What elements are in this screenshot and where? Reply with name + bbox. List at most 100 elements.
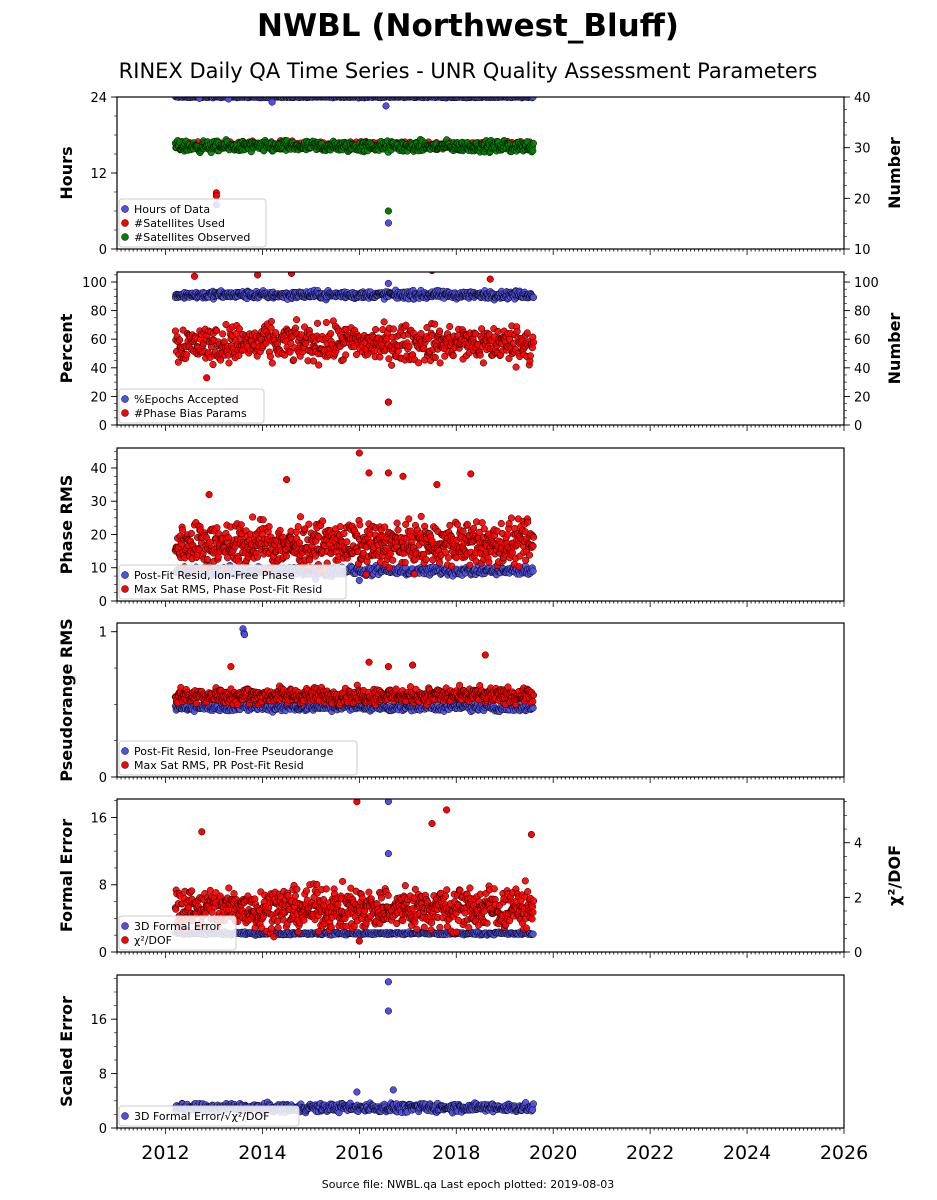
data-point [513,327,521,335]
figure-title: NWBL (Northwest_Bluff) [257,8,679,44]
data-point [267,317,275,326]
outlier-point [382,102,390,110]
data-point [249,513,257,521]
legend-marker [121,409,129,417]
y-tick-label: 20 [90,390,107,405]
y-axis-label: Phase RMS [57,475,76,575]
legend-marker [121,205,129,213]
outlier-point [355,449,363,457]
outlier-point [467,470,475,478]
data-point [515,563,523,571]
outlier-point [365,469,373,477]
legend-marker [121,571,129,579]
data-point [372,325,380,334]
data-point [178,526,187,534]
data-point [422,555,430,564]
data-point [405,515,413,523]
data-point [494,327,502,335]
data-point [480,525,488,533]
data-point [385,564,394,572]
data-point [313,319,322,327]
data-point [444,554,452,562]
data-point [209,360,217,369]
y2-tick-label: 0 [854,419,862,434]
outlier-point [195,97,203,102]
data-point [213,524,221,532]
outlier-point [384,469,392,477]
outlier-point [399,472,407,480]
data-point [235,558,243,566]
data-point [380,318,388,326]
data-point [405,342,413,351]
data-point [485,558,493,566]
y2-tick-label: 20 [854,192,871,207]
outlier-point [224,97,233,103]
data-point [253,553,261,561]
data-point [448,562,456,570]
outlier-point [205,491,213,499]
data-point [410,570,418,578]
outlier-point [212,192,220,200]
data-point [505,354,513,363]
data-point [219,330,227,338]
data-point [322,318,330,327]
y-axis-label: Hours [57,146,76,199]
data-point [459,527,467,535]
y2-tick-label: 10 [854,243,871,258]
legend-marker [121,585,129,593]
y2-tick-label: 100 [854,276,879,291]
y-tick-label: 60 [90,333,107,348]
data-point [259,516,267,524]
data-point [530,338,538,346]
data-point [295,539,304,547]
outlier-point [190,272,199,280]
y-tick-label: 80 [90,305,107,320]
data-point [290,356,298,364]
data-point [523,329,531,337]
outlier-point [384,219,392,227]
data-point [183,351,191,359]
y-tick-label: 0 [99,243,107,258]
data-point [463,520,471,528]
legend: Hours of Data#Satellites Used#Satellites… [118,198,267,248]
data-point [453,520,461,528]
y-axis-label: Percent [57,313,76,383]
data-point [530,533,538,541]
y2-tick-label: 40 [854,362,871,377]
data-point [235,351,243,359]
data-point [466,561,474,569]
data-point [293,316,301,324]
data-point [362,570,370,578]
data-point [497,519,505,528]
y2-axis-label: Number [885,137,904,209]
data-point [529,97,537,101]
outlier-point [433,481,441,489]
legend-marker [121,219,129,227]
y2-tick-label: 60 [854,333,871,348]
data-point [386,550,394,558]
data-point [417,512,425,520]
y2-tick-label: 30 [854,142,871,157]
data-point [431,320,439,328]
y2-tick-label: 80 [854,305,871,320]
data-point [401,558,409,567]
data-point [479,359,487,367]
y-tick-label: 24 [90,91,107,106]
data-point [436,559,444,567]
data-point [342,351,350,359]
outlier-point [384,279,392,287]
outlier-point [283,476,291,484]
data-point [478,519,486,527]
y-tick-label: 100 [82,276,107,291]
data-point [327,329,335,338]
legend-label: #Satellites Observed [134,231,250,244]
y-tick-label: 30 [90,495,107,510]
y-tick-label: 40 [90,362,107,377]
data-point [268,359,276,367]
y-tick-label: 20 [90,528,107,543]
data-point [340,529,348,538]
data-point [282,552,290,560]
